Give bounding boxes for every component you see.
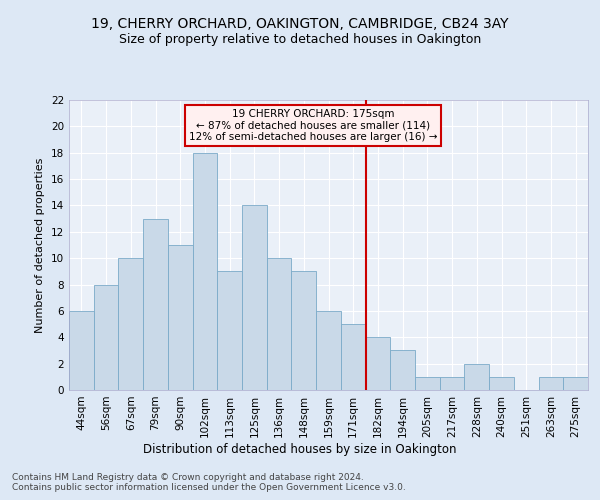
Bar <box>267 258 292 390</box>
Bar <box>440 377 464 390</box>
Bar <box>94 284 118 390</box>
Y-axis label: Number of detached properties: Number of detached properties <box>35 158 46 332</box>
Text: 19, CHERRY ORCHARD, OAKINGTON, CAMBRIDGE, CB24 3AY: 19, CHERRY ORCHARD, OAKINGTON, CAMBRIDGE… <box>91 18 509 32</box>
Bar <box>539 377 563 390</box>
Bar <box>489 377 514 390</box>
Bar <box>341 324 365 390</box>
Bar <box>563 377 588 390</box>
Text: Size of property relative to detached houses in Oakington: Size of property relative to detached ho… <box>119 32 481 46</box>
Bar <box>415 377 440 390</box>
Bar <box>316 311 341 390</box>
Bar <box>143 218 168 390</box>
Bar <box>292 272 316 390</box>
Text: 19 CHERRY ORCHARD: 175sqm
← 87% of detached houses are smaller (114)
12% of semi: 19 CHERRY ORCHARD: 175sqm ← 87% of detac… <box>188 108 437 142</box>
Bar <box>118 258 143 390</box>
Bar <box>168 245 193 390</box>
Bar <box>69 311 94 390</box>
Bar <box>390 350 415 390</box>
Bar <box>193 152 217 390</box>
Bar <box>242 206 267 390</box>
Text: Contains HM Land Registry data © Crown copyright and database right 2024.
Contai: Contains HM Land Registry data © Crown c… <box>12 472 406 492</box>
Bar <box>464 364 489 390</box>
Bar <box>217 272 242 390</box>
Text: Distribution of detached houses by size in Oakington: Distribution of detached houses by size … <box>143 442 457 456</box>
Bar <box>365 338 390 390</box>
